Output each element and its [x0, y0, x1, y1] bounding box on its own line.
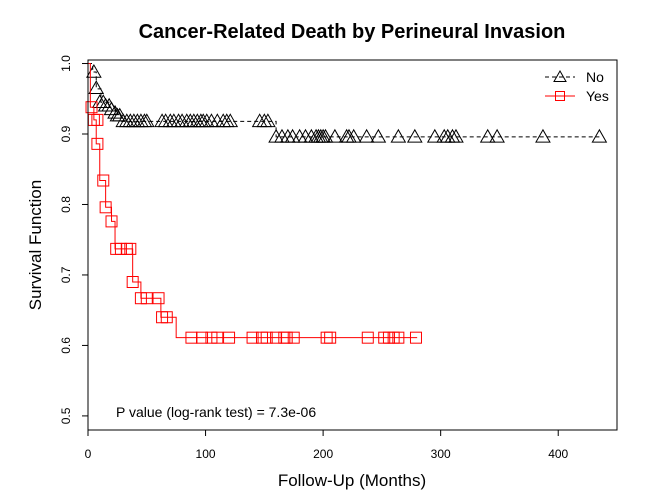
- censor-marker-triangle: [138, 113, 155, 128]
- censor-marker-square: [91, 137, 104, 150]
- censor-marker-square: [409, 331, 422, 344]
- censor-marker-triangle: [86, 63, 102, 78]
- censor-marker-square: [260, 331, 273, 344]
- censor-marker-triangle: [315, 128, 331, 143]
- series-no: [86, 63, 608, 143]
- y-tick-label: 0.5: [59, 407, 73, 424]
- censor-marker-square: [97, 174, 110, 187]
- y-tick-label: 0.9: [59, 125, 73, 142]
- censor-marker-square: [126, 276, 139, 288]
- censor-marker-triangle: [310, 128, 327, 143]
- censor-marker-triangle: [406, 128, 423, 143]
- survival-curve: [88, 63, 600, 138]
- censor-marker-triangle: [341, 128, 357, 143]
- censor-marker-triangle: [591, 128, 608, 143]
- plot-frame: [87, 59, 618, 431]
- censor-marker-square: [85, 101, 98, 114]
- censor-marker-square: [99, 201, 112, 214]
- x-tick-label: 400: [548, 447, 568, 461]
- y-axis: 0.5 0.6 0.7 0.8 0.9 1.0: [59, 55, 88, 424]
- censor-marker-square: [280, 331, 293, 344]
- censor-marker-triangle: [338, 128, 355, 143]
- x-tick-label: 200: [313, 447, 333, 461]
- censor-marker-triangle: [553, 69, 567, 82]
- legend-label: Yes: [586, 88, 609, 104]
- censor-marker-triangle: [107, 104, 123, 119]
- censor-marker-triangle: [222, 113, 239, 128]
- censor-marker-triangle: [317, 128, 334, 143]
- censor-marker-triangle: [535, 128, 551, 143]
- censor-marker-square: [555, 91, 565, 101]
- x-tick-label: 0: [85, 447, 92, 461]
- censor-marker-square: [324, 331, 337, 344]
- censor-marker-square: [91, 113, 104, 126]
- plot-area: [85, 63, 608, 344]
- censor-marker-triangle: [327, 128, 343, 143]
- x-tick-label: 100: [196, 447, 216, 461]
- y-tick-label: 0.8: [59, 196, 73, 213]
- censor-marker-square: [211, 331, 224, 344]
- censor-marker-triangle: [345, 128, 362, 143]
- censor-marker-triangle: [103, 101, 120, 116]
- pvalue-annotation: P value (log-rank test) = 7.3e-06: [116, 404, 316, 420]
- legend: No Yes: [545, 69, 609, 104]
- censor-marker-square: [196, 331, 209, 344]
- series-yes: [85, 63, 422, 344]
- legend-label: No: [586, 69, 604, 85]
- censor-marker-square: [223, 331, 236, 344]
- x-axis-title: Follow-Up (Months): [278, 471, 426, 490]
- censor-marker-square: [152, 292, 165, 305]
- censor-marker-square: [160, 311, 173, 324]
- censor-marker-triangle: [390, 128, 407, 143]
- censor-marker-square: [287, 331, 300, 344]
- censor-marker-triangle: [370, 128, 387, 143]
- chart-title: Cancer-Related Death by Perineural Invas…: [139, 21, 566, 43]
- censor-marker-square: [124, 242, 137, 255]
- x-tick-label: 300: [431, 447, 451, 461]
- censor-marker-triangle: [448, 128, 464, 143]
- censor-marker-square: [361, 331, 374, 344]
- censor-marker-square: [140, 292, 153, 305]
- x-axis: 0 100 200 300 400: [85, 430, 569, 461]
- censor-marker-triangle: [259, 113, 276, 128]
- censor-marker-triangle: [479, 128, 496, 143]
- survival-curve: [88, 63, 418, 339]
- censor-marker-square: [105, 215, 118, 228]
- y-tick-label: 0.7: [59, 266, 73, 283]
- y-tick-label: 1.0: [59, 55, 73, 72]
- censor-marker-square: [392, 331, 405, 344]
- censor-marker-triangle: [88, 80, 105, 94]
- censor-marker-triangle: [358, 128, 375, 143]
- y-tick-label: 0.6: [59, 337, 73, 354]
- censor-marker-triangle: [312, 128, 329, 143]
- censor-marker-square: [246, 331, 259, 344]
- censor-marker-triangle: [426, 128, 443, 143]
- censor-marker-triangle: [489, 128, 505, 143]
- y-axis-title: Survival Function: [26, 180, 45, 310]
